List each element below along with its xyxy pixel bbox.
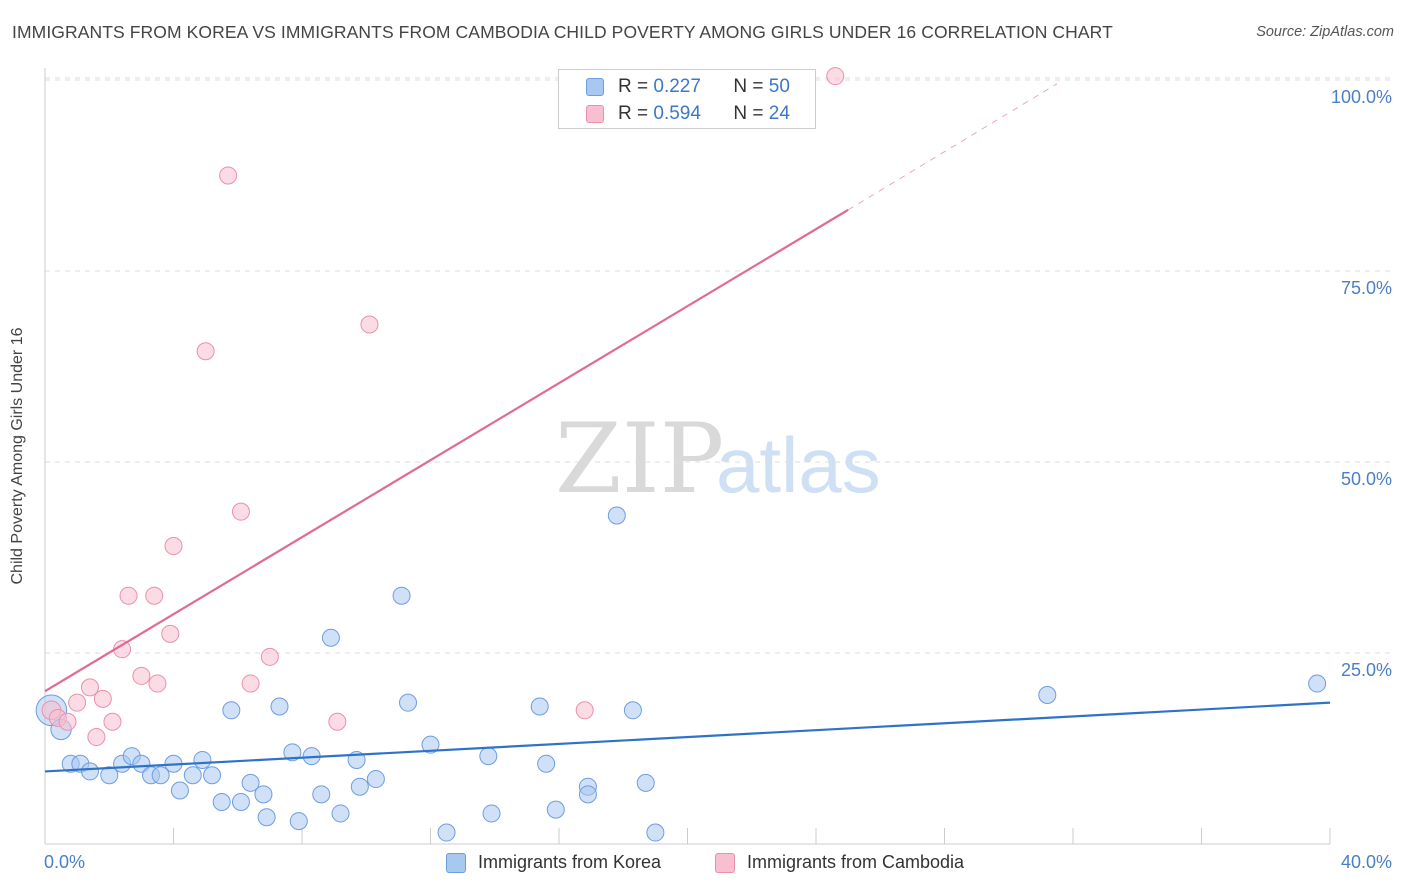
korea-point-47	[1038, 686, 1057, 705]
series-label-korea: Immigrants from Korea	[478, 852, 662, 872]
legend-row-korea: R = 0.227 N = 50	[586, 76, 790, 98]
korea-point-31	[366, 770, 385, 789]
korea-point-37	[482, 804, 501, 823]
korea-point-43	[607, 506, 626, 525]
cambodia-point-13	[161, 624, 180, 643]
cambodia-point-20	[328, 712, 347, 731]
korea-point-33	[399, 693, 418, 712]
series-label-cambodia: Immigrants from Cambodia	[747, 852, 965, 872]
source-label: Source: ZipAtlas.com	[1256, 24, 1394, 40]
korea-point-35	[437, 823, 456, 842]
y-tick-label-100: 100.0%	[1330, 87, 1392, 107]
cambodia-point-11	[145, 586, 164, 605]
cambodia-point-14	[164, 537, 183, 556]
korea-point-30	[350, 777, 369, 796]
series-swatch-korea	[446, 852, 466, 873]
korea-point-20	[254, 785, 273, 804]
cambodia-point-18	[241, 674, 260, 693]
korea-point-44	[623, 701, 642, 720]
legend-swatch-korea	[586, 78, 604, 96]
korea-point-4	[80, 762, 99, 781]
legend-n-key: N =	[733, 103, 764, 124]
korea-point-42	[578, 785, 597, 804]
korea-point-28	[331, 804, 350, 823]
korea-point-48	[1308, 674, 1327, 693]
korea-point-14	[193, 750, 212, 769]
chart-title: IMMIGRANTS FROM KOREA VS IMMIGRANTS FROM…	[12, 22, 1113, 42]
cambodia-point-22	[575, 701, 594, 720]
legend-swatch-cambodia	[586, 105, 604, 123]
x-tick-label-min: 0.0%	[44, 852, 86, 872]
cambodia-point-16	[219, 166, 238, 185]
korea-point-18	[231, 792, 250, 811]
cambodia-point-23	[826, 67, 845, 86]
legend-r-value-cambodia: 0.594	[653, 103, 701, 124]
korea-point-16	[212, 792, 231, 811]
legend-n-value-korea: 50	[768, 76, 790, 97]
series-legend-korea: Immigrants from Korea	[446, 852, 661, 873]
korea-point-39	[537, 754, 556, 773]
korea-point-22	[270, 697, 289, 716]
x-tick-label-max: 40.0%	[1340, 852, 1392, 872]
cambodia-point-5	[87, 728, 106, 747]
legend-r-key: R =	[618, 103, 649, 124]
korea-point-24	[289, 812, 308, 831]
korea-point-32	[392, 586, 411, 605]
korea-point-45	[636, 773, 655, 792]
legend-r-value-korea: 0.227	[653, 76, 701, 97]
cambodia-point-21	[360, 315, 379, 334]
series-legend-cambodia: Immigrants from Cambodia	[715, 852, 964, 873]
korea-point-13	[183, 766, 202, 785]
y-tick-label-50: 50.0%	[1340, 469, 1392, 489]
korea-point-8	[132, 754, 151, 773]
korea-point-15	[203, 766, 222, 785]
cambodia-point-4	[80, 678, 99, 697]
korea-point-26	[312, 785, 331, 804]
korea-trend-line	[44, 701, 1331, 773]
korea-point-5	[100, 766, 119, 785]
cambodia-point-3	[68, 693, 87, 712]
y-tick-label-75: 75.0%	[1340, 278, 1392, 298]
cambodia-point-7	[103, 712, 122, 731]
korea-point-23	[283, 743, 302, 762]
y-tick-label-25: 25.0%	[1340, 660, 1392, 680]
series-legend: Immigrants from Korea Immigrants from Ca…	[0, 852, 1406, 876]
korea-point-12	[170, 781, 189, 800]
cambodia-point-17	[231, 502, 250, 521]
cambodia-point-19	[260, 647, 279, 666]
korea-point-19	[241, 773, 260, 792]
legend-n-key: N =	[733, 76, 764, 97]
korea-point-10	[151, 766, 170, 785]
cambodia-point-2	[58, 712, 77, 731]
cambodia-point-15	[196, 342, 215, 361]
korea-point-17	[222, 701, 241, 720]
legend-row-cambodia: R = 0.594 N = 24	[586, 103, 790, 125]
watermark-zip: ZIP	[555, 403, 724, 515]
legend-n-value-cambodia: 24	[768, 103, 790, 124]
cambodia-point-6	[93, 689, 112, 708]
cambodia-point-9	[119, 586, 138, 605]
y-axis-label: Child Poverty Among Girls Under 16	[9, 327, 26, 585]
korea-point-40	[546, 800, 565, 819]
series-swatch-cambodia	[715, 852, 735, 873]
cambodia-trend-line	[44, 208, 849, 693]
cambodia-point-10	[132, 666, 151, 685]
cambodia-trend-extension	[847, 83, 1058, 211]
correlation-legend: R = 0.227 N = 50 R = 0.594 N = 24	[558, 69, 816, 129]
korea-point-36	[479, 747, 498, 766]
korea-point-46	[646, 823, 665, 842]
korea-point-34	[421, 735, 440, 754]
korea-point-21	[257, 808, 276, 827]
korea-point-27	[321, 628, 340, 647]
korea-point-38	[530, 697, 549, 716]
legend-r-key: R =	[618, 76, 649, 97]
watermark-atlas: atlas	[716, 421, 881, 509]
cambodia-point-12	[148, 674, 167, 693]
